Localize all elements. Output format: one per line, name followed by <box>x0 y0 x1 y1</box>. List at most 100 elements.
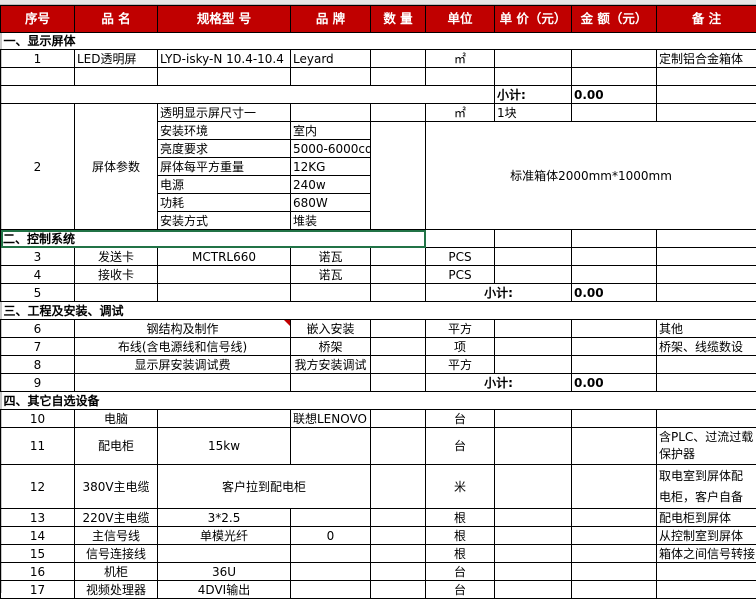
header-price[interactable]: 单 价（元） <box>495 6 572 33</box>
cell-remark[interactable] <box>657 581 756 599</box>
cell-amount[interactable] <box>572 428 657 465</box>
cell-amount[interactable] <box>572 465 657 509</box>
header-remark[interactable]: 备 注 <box>657 6 756 33</box>
cell-name[interactable]: 接收卡 <box>75 266 158 284</box>
header-amount[interactable]: 金 额（元） <box>572 6 657 33</box>
cell-qty[interactable] <box>371 356 426 374</box>
cell-no[interactable]: 1 <box>1 50 75 68</box>
cell-amount[interactable] <box>572 320 657 338</box>
cell-unit[interactable]: ㎡ <box>426 104 495 122</box>
cell-unit[interactable]: PCS <box>426 248 495 266</box>
cell-unit[interactable]: 平方 <box>426 320 495 338</box>
cell-no[interactable]: 8 <box>1 356 75 374</box>
cell-amount[interactable] <box>572 581 657 599</box>
section-engineering[interactable]: 三、工程及安装、调试 <box>1 302 756 320</box>
cell-name[interactable]: 钢结构及制作 <box>75 320 291 338</box>
cell-spec[interactable]: 4DVI输出 <box>158 581 291 599</box>
cell-qty[interactable] <box>371 122 426 230</box>
cell-price[interactable] <box>495 545 572 563</box>
cell[interactable] <box>158 68 291 86</box>
cell-no[interactable]: 17 <box>1 581 75 599</box>
cell-qty[interactable] <box>371 509 426 527</box>
header-no[interactable]: 序号 <box>1 6 75 33</box>
cell-remark[interactable] <box>657 104 756 122</box>
param-key[interactable]: 安装环境 <box>158 122 291 140</box>
cell-price[interactable] <box>495 509 572 527</box>
header-qty[interactable]: 数 量 <box>371 6 426 33</box>
cell[interactable] <box>291 68 371 86</box>
cell-amount[interactable] <box>572 248 657 266</box>
cell-price[interactable] <box>495 410 572 428</box>
cell-qty[interactable] <box>371 50 426 68</box>
cell[interactable] <box>426 230 495 248</box>
cell-price[interactable] <box>495 356 572 374</box>
cell-name[interactable]: LED透明屏 <box>75 50 158 68</box>
cell-remark[interactable]: 桥架、线缆数设 <box>657 338 756 356</box>
section-optional[interactable]: 四、其它自选设备 <box>1 392 756 410</box>
param-key[interactable]: 亮度要求 <box>158 140 291 158</box>
cell-brand[interactable]: 嵌入安装 <box>291 320 371 338</box>
cell-amount[interactable] <box>572 527 657 545</box>
cell[interactable] <box>495 230 572 248</box>
cell-qty[interactable] <box>371 465 426 509</box>
cell-unit[interactable]: 平方 <box>426 356 495 374</box>
cell-price[interactable] <box>495 338 572 356</box>
merged-note[interactable]: 标准箱体2000mm*1000mm <box>426 122 756 230</box>
cell-name[interactable]: 视频处理器 <box>75 581 158 599</box>
cell-no[interactable]: 3 <box>1 248 75 266</box>
cell[interactable] <box>657 284 756 302</box>
header-unit[interactable]: 单位 <box>426 6 495 33</box>
cell-unit[interactable]: 米 <box>426 465 495 509</box>
section-control-selected[interactable]: 二、控制系统 <box>1 230 426 248</box>
cell-qty[interactable] <box>371 545 426 563</box>
param-key[interactable]: 功耗 <box>158 194 291 212</box>
cell-no[interactable]: 2 <box>1 104 75 230</box>
cell[interactable] <box>1 68 75 86</box>
cell-amount[interactable] <box>572 356 657 374</box>
param-value[interactable]: 240w <box>291 176 371 194</box>
cell-no[interactable]: 13 <box>1 509 75 527</box>
cell-remark[interactable]: 从控制室到屏体 <box>657 527 756 545</box>
cell-qty[interactable] <box>371 410 426 428</box>
cell-qty[interactable] <box>371 320 426 338</box>
cell-no[interactable]: 9 <box>1 374 75 392</box>
cell[interactable] <box>75 68 158 86</box>
cell-price[interactable] <box>495 527 572 545</box>
cell-price[interactable] <box>495 266 572 284</box>
cell-spec[interactable]: 36U <box>158 563 291 581</box>
cell-remark[interactable] <box>657 266 756 284</box>
cell[interactable] <box>371 284 426 302</box>
cell[interactable] <box>572 68 657 86</box>
cell-brand[interactable]: 诺瓦 <box>291 248 371 266</box>
cell-spec[interactable] <box>158 545 291 563</box>
cell-name[interactable]: 220V主电缆 <box>75 509 158 527</box>
header-brand[interactable]: 品 牌 <box>291 6 371 33</box>
cell-spec[interactable] <box>158 410 291 428</box>
param-key[interactable]: 屏体每平方重量 <box>158 158 291 176</box>
cell-unit[interactable]: ㎡ <box>426 50 495 68</box>
cell-unit[interactable]: 台 <box>426 410 495 428</box>
param-value[interactable]: 室内 <box>291 122 371 140</box>
cell-remark[interactable] <box>657 248 756 266</box>
cell[interactable] <box>291 284 371 302</box>
cell-remark[interactable] <box>657 563 756 581</box>
cell-no[interactable]: 6 <box>1 320 75 338</box>
param-value[interactable] <box>291 104 371 122</box>
cell-name[interactable]: 主信号线 <box>75 527 158 545</box>
cell-price[interactable] <box>495 465 572 509</box>
cell-qty[interactable] <box>371 428 426 465</box>
cell-unit[interactable]: 台 <box>426 581 495 599</box>
cell-brand[interactable]: 联想LENOVO <box>291 410 371 428</box>
cell-unit[interactable]: 根 <box>426 545 495 563</box>
cell-blank[interactable] <box>1 86 495 104</box>
cell-remark[interactable]: 取电室到屏体配电柜，客户自备 <box>657 465 756 509</box>
cell-no[interactable]: 12 <box>1 465 75 509</box>
cell[interactable] <box>158 284 291 302</box>
cell-no[interactable]: 4 <box>1 266 75 284</box>
cell-spec[interactable]: LYD-isky-N 10.4-10.4 <box>158 50 291 68</box>
cell-amount[interactable] <box>572 410 657 428</box>
cell-remark[interactable]: 其他 <box>657 320 756 338</box>
param-key[interactable]: 透明显示屏尺寸一 <box>158 104 291 122</box>
cell-amount[interactable] <box>572 104 657 122</box>
cell-price[interactable] <box>495 50 572 68</box>
